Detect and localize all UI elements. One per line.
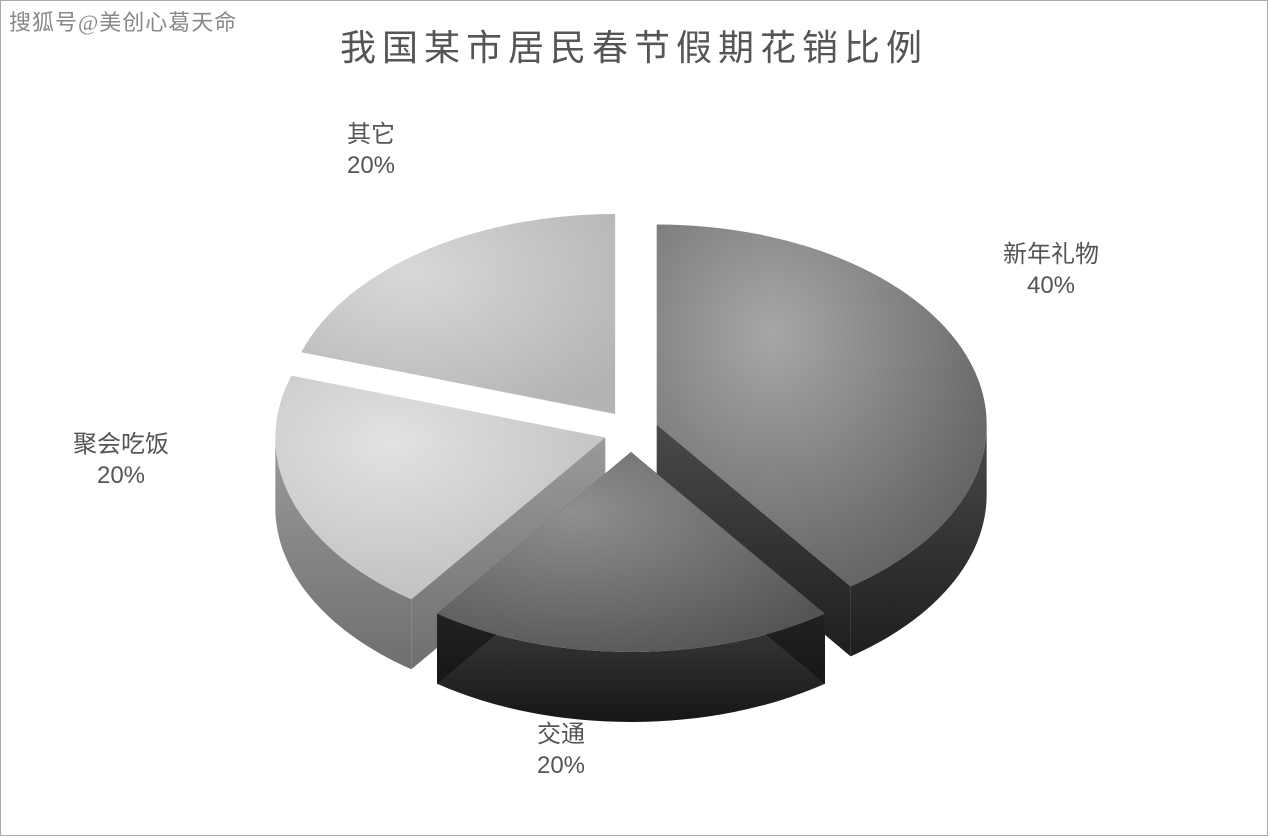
slice-label-pct: 20% [97, 462, 145, 489]
slice-label-pct: 40% [1027, 272, 1075, 299]
slice-label-name: 新年礼物 [1003, 241, 1099, 268]
chart-frame: 搜狐号@美创心葛天命 我国某市居民春节假期花销比例 新年礼物40%交通20%聚会… [0, 0, 1268, 836]
pie-top-3 [301, 214, 615, 414]
slice-label-3: 其它 20% [301, 119, 441, 181]
slice-label-pct: 20% [347, 152, 395, 179]
slice-label-name: 聚会吃饭 [73, 431, 169, 458]
slice-label-1: 交通 20% [491, 719, 631, 781]
slice-label-pct: 20% [537, 752, 585, 779]
pie-chart-svg [1, 1, 1269, 837]
slice-label-name: 其它 [347, 121, 395, 148]
slice-label-0: 新年礼物 40% [981, 239, 1121, 301]
slice-label-name: 交通 [537, 721, 585, 748]
slice-label-2: 聚会吃饭 20% [51, 429, 191, 491]
